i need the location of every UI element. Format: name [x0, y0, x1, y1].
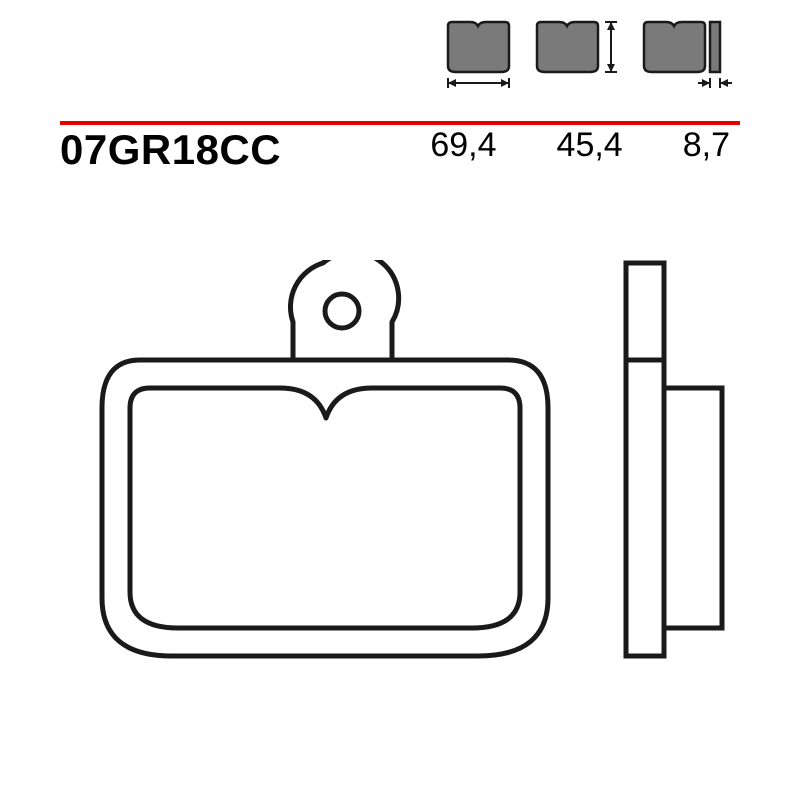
- header-dimension-icons: [436, 20, 740, 98]
- technical-drawing: [0, 210, 800, 800]
- dimensions-group: 69,4 45,4 8,7: [430, 126, 740, 165]
- dimension-height: 45,4: [557, 126, 623, 165]
- width-dimension-icon: [436, 20, 521, 98]
- height-dimension-icon: [533, 20, 628, 98]
- brake-pad-front-view: [80, 260, 570, 695]
- dimension-thickness: 8,7: [683, 126, 730, 165]
- brake-pad-side-view: [620, 260, 740, 695]
- product-info-row: 07GR18CC 69,4 45,4 8,7: [60, 126, 740, 174]
- accent-divider: [60, 112, 740, 116]
- dimension-width: 69,4: [430, 126, 496, 165]
- thickness-dimension-icon: [640, 20, 740, 98]
- product-code: 07GR18CC: [60, 126, 281, 174]
